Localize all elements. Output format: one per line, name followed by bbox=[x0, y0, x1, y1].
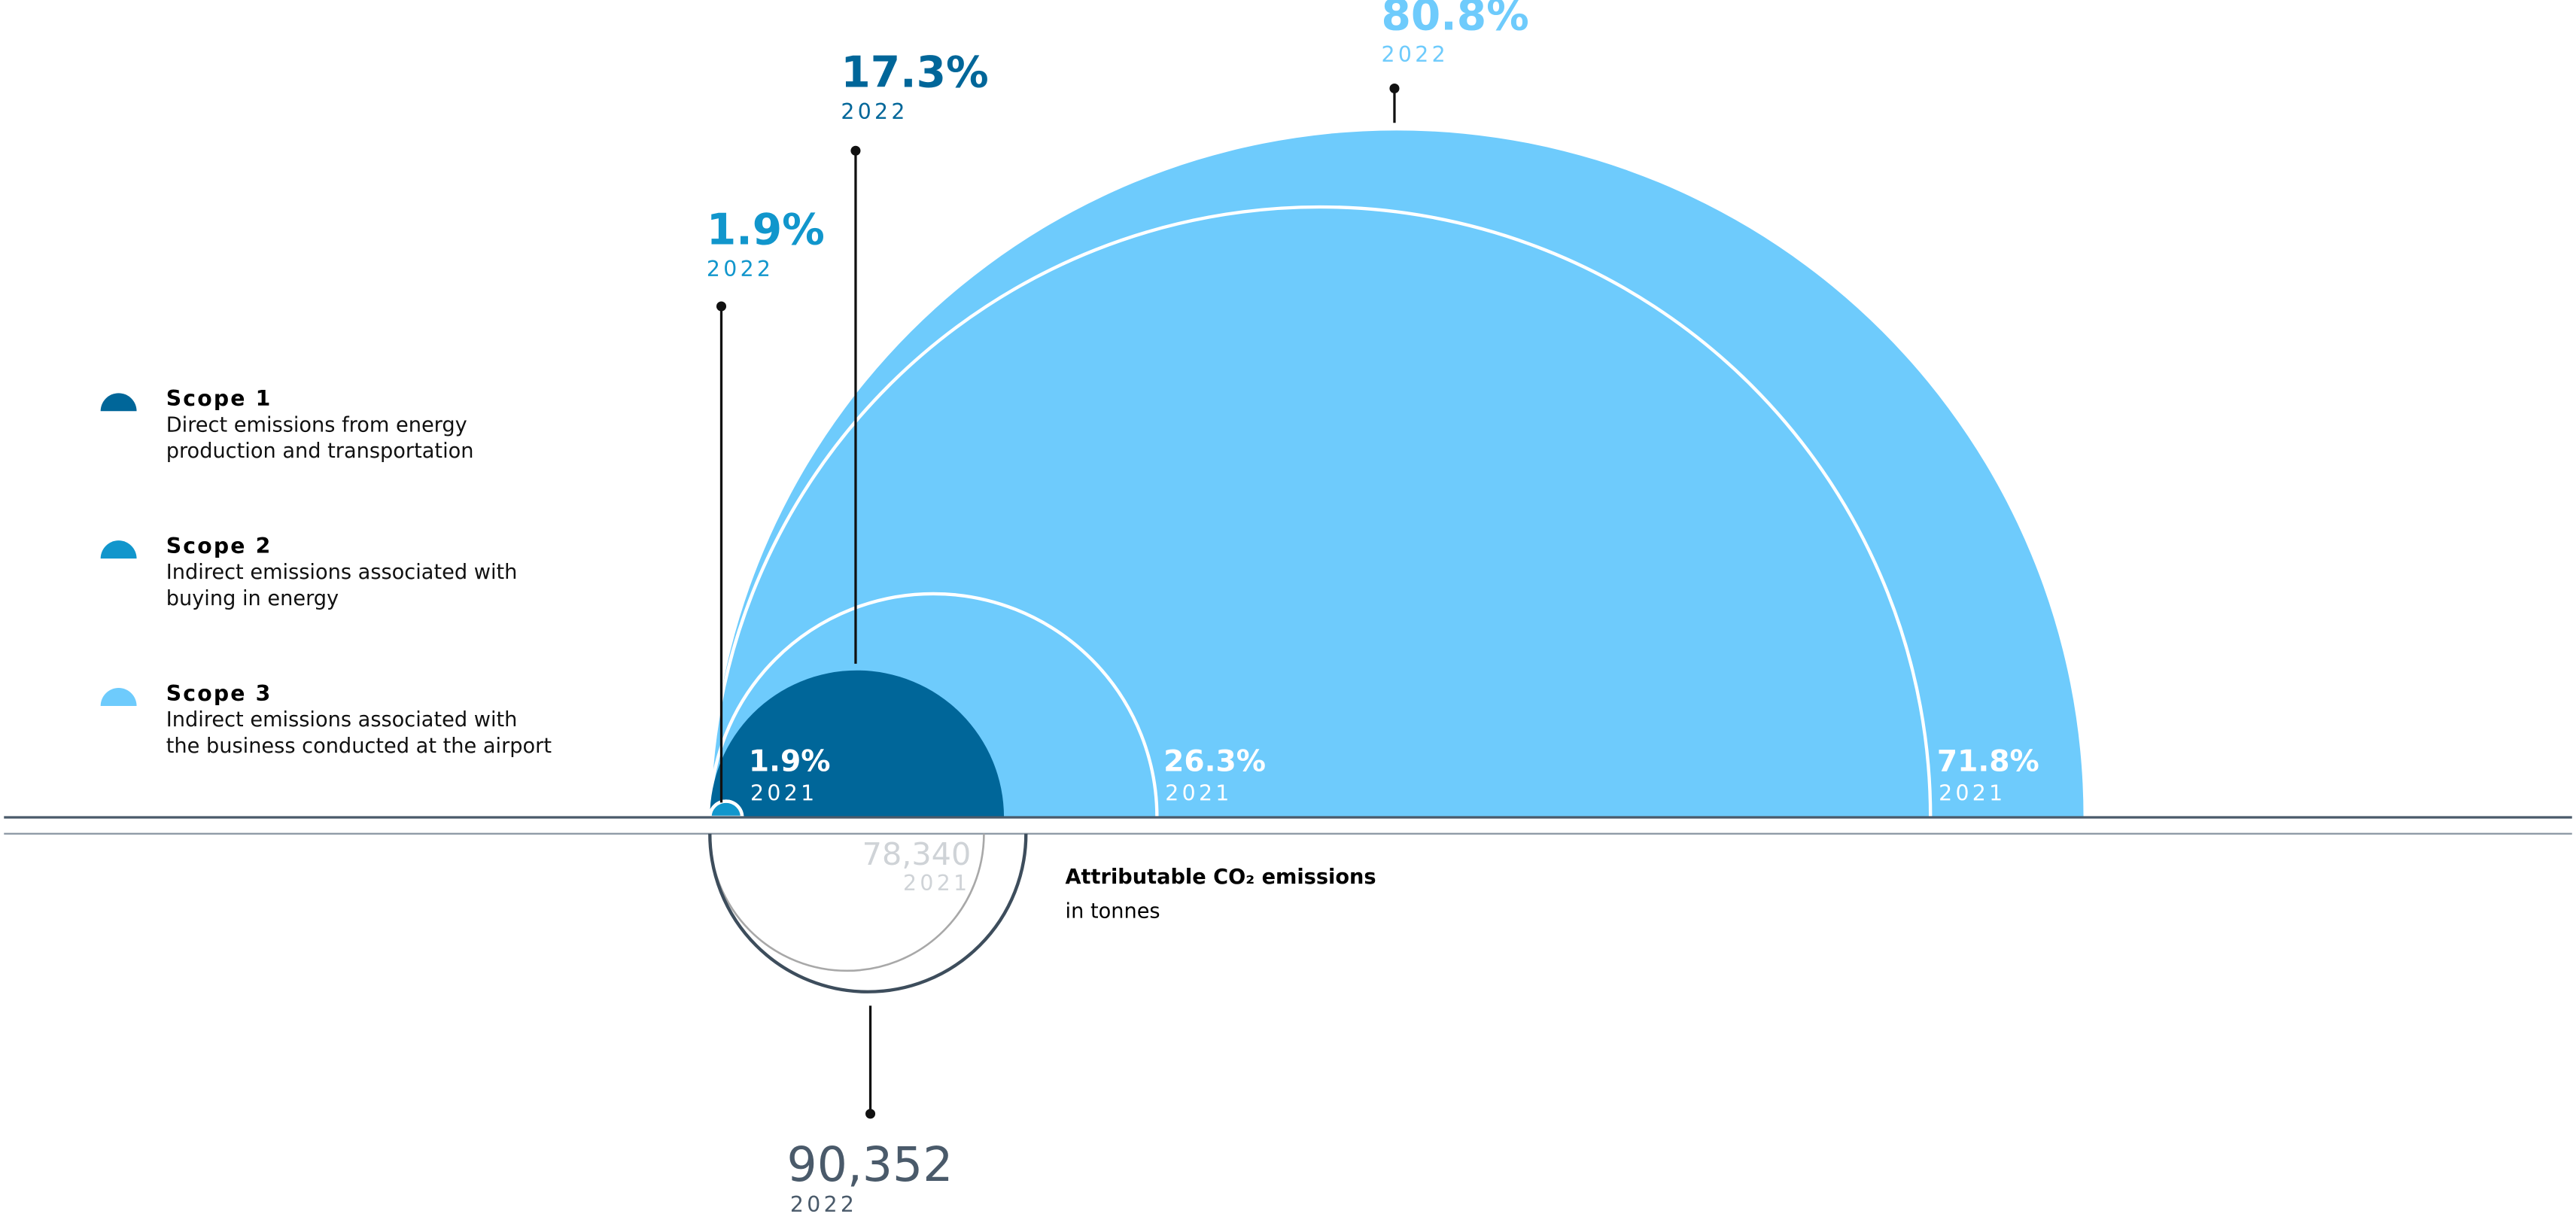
legend-text: the business conducted at the airport bbox=[166, 735, 552, 758]
legend-text: Direct emissions from energy bbox=[166, 413, 467, 437]
total-label: 78,340 bbox=[862, 836, 972, 872]
value-label: 26.3% bbox=[1163, 745, 1266, 779]
legend-text: production and transportation bbox=[166, 440, 474, 463]
callout-dot bbox=[1389, 83, 1400, 94]
semicircle bbox=[710, 670, 1005, 817]
total-year: 2021 bbox=[903, 871, 970, 896]
value-label: 1.9% bbox=[749, 745, 831, 779]
year-label: 2021 bbox=[1165, 781, 1232, 806]
semicircle-outline bbox=[708, 799, 744, 818]
callout-dot bbox=[865, 1109, 876, 1119]
value-label: 1.9% bbox=[707, 205, 825, 255]
semicircle-outline bbox=[708, 592, 1159, 817]
legend-icon bbox=[100, 393, 137, 412]
total-circle bbox=[708, 833, 1028, 993]
legend-text: buying in energy bbox=[166, 587, 339, 610]
semicircle bbox=[710, 130, 2084, 817]
legend-title: Scope 1 bbox=[166, 386, 272, 411]
year-label: 2022 bbox=[1382, 42, 1449, 67]
value-label: 17.3% bbox=[841, 48, 988, 98]
year-label: 2022 bbox=[707, 257, 774, 281]
legend-title: Scope 2 bbox=[166, 534, 272, 558]
legend-text: Indirect emissions associated with bbox=[166, 708, 518, 732]
year-label: 2021 bbox=[750, 781, 817, 806]
total-label: 90,352 bbox=[787, 1136, 953, 1192]
total-subtitle: in tonnes bbox=[1066, 900, 1160, 923]
year-label: 2022 bbox=[841, 99, 908, 124]
legend-text: Indirect emissions associated with bbox=[166, 561, 518, 584]
total-year: 2022 bbox=[790, 1192, 857, 1217]
callout-dot bbox=[850, 145, 861, 156]
legend-title: Scope 3 bbox=[166, 681, 272, 706]
value-label: 80.8% bbox=[1382, 0, 1529, 41]
legend-icon bbox=[100, 688, 137, 706]
total-circle bbox=[708, 833, 985, 972]
year-label: 2021 bbox=[1939, 781, 2006, 806]
callout-dot bbox=[716, 301, 727, 312]
value-label: 71.8% bbox=[1937, 745, 2039, 779]
legend-icon bbox=[100, 540, 137, 559]
total-title: Attributable CO₂ emissions bbox=[1066, 866, 1376, 889]
